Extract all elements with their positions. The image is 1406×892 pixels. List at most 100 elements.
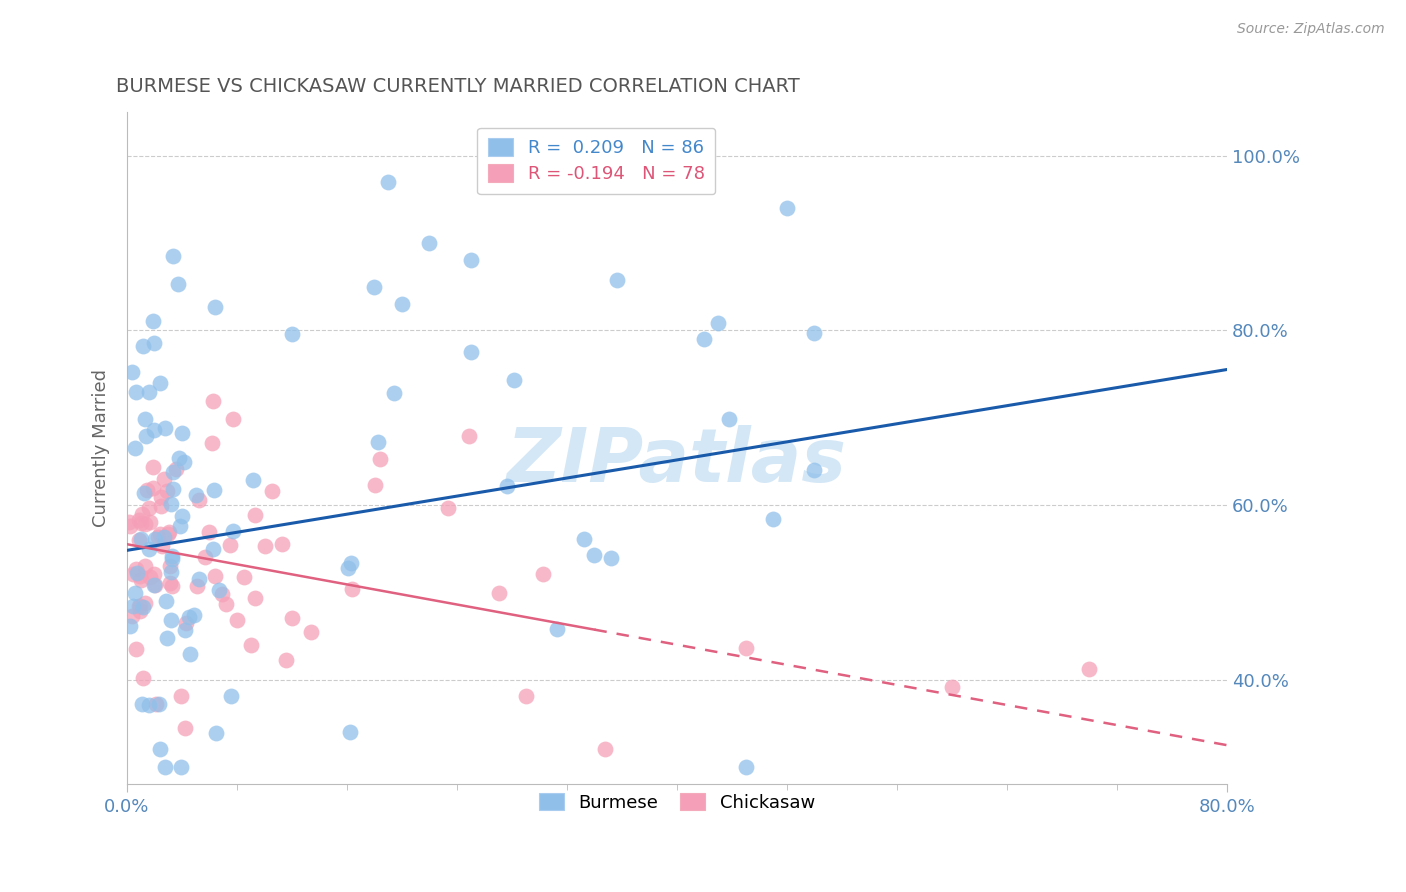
Point <box>367 434 389 449</box>
Point <box>208 582 231 597</box>
Point <box>156 527 179 541</box>
Point <box>132 339 155 353</box>
Point <box>188 492 211 507</box>
Point <box>281 611 304 625</box>
Point <box>149 526 172 541</box>
Point <box>173 624 195 638</box>
Point <box>276 653 298 667</box>
Point <box>124 585 146 599</box>
Point <box>160 613 183 627</box>
Point <box>260 483 283 498</box>
Point <box>145 578 167 592</box>
Point <box>138 516 160 530</box>
Point <box>204 300 226 314</box>
Point <box>803 326 825 340</box>
Point <box>143 532 166 546</box>
Point <box>183 607 205 622</box>
Point <box>600 550 623 565</box>
Point <box>391 297 413 311</box>
Point <box>242 473 264 487</box>
Point <box>546 622 568 636</box>
Point <box>145 697 167 711</box>
Point <box>233 569 256 583</box>
Point <box>129 533 152 547</box>
Point <box>136 483 159 497</box>
Point <box>179 610 201 624</box>
Point <box>121 365 143 379</box>
Point <box>184 488 207 502</box>
Point <box>363 279 385 293</box>
Point <box>124 441 146 455</box>
Point <box>143 423 166 437</box>
Point <box>167 277 190 291</box>
Point <box>156 631 179 645</box>
Point <box>170 508 193 523</box>
Point <box>121 567 143 582</box>
Point <box>142 313 165 327</box>
Point <box>734 641 756 656</box>
Point <box>155 760 177 774</box>
Point <box>179 647 201 661</box>
Point <box>150 490 173 504</box>
Point <box>129 516 152 531</box>
Point <box>201 394 224 409</box>
Point <box>1078 662 1101 676</box>
Point <box>202 542 225 557</box>
Point <box>134 412 156 426</box>
Point <box>488 585 510 599</box>
Point <box>157 524 180 539</box>
Point <box>340 557 363 571</box>
Point <box>160 497 183 511</box>
Point <box>204 568 226 582</box>
Point <box>202 483 225 497</box>
Point <box>606 273 628 287</box>
Point <box>162 249 184 263</box>
Point <box>173 455 195 469</box>
Point <box>803 463 825 477</box>
Point <box>129 599 152 614</box>
Point <box>188 572 211 586</box>
Point <box>121 608 143 623</box>
Point <box>134 596 156 610</box>
Point <box>436 501 458 516</box>
Point <box>127 566 149 581</box>
Point <box>153 471 176 485</box>
Point <box>134 559 156 574</box>
Point <box>222 524 245 538</box>
Point <box>148 697 170 711</box>
Point <box>418 235 440 250</box>
Point <box>138 698 160 712</box>
Point <box>339 725 361 739</box>
Point <box>368 452 391 467</box>
Point <box>239 638 262 652</box>
Point <box>531 567 554 582</box>
Point <box>776 201 799 215</box>
Point <box>162 482 184 496</box>
Point <box>941 680 963 694</box>
Point <box>142 481 165 495</box>
Text: Source: ZipAtlas.com: Source: ZipAtlas.com <box>1237 22 1385 37</box>
Point <box>170 760 193 774</box>
Point <box>201 435 224 450</box>
Point <box>336 561 359 575</box>
Point <box>194 550 217 565</box>
Point <box>150 539 173 553</box>
Point <box>149 499 172 513</box>
Point <box>460 253 482 268</box>
Point <box>281 327 304 342</box>
Point <box>205 726 228 740</box>
Point <box>707 316 730 330</box>
Point <box>219 538 242 552</box>
Point <box>186 579 208 593</box>
Point <box>734 760 756 774</box>
Point <box>134 516 156 531</box>
Point <box>382 385 405 400</box>
Point <box>143 335 166 350</box>
Point <box>515 689 537 703</box>
Point <box>134 486 156 500</box>
Point <box>125 562 148 576</box>
Point <box>160 579 183 593</box>
Point <box>170 690 193 704</box>
Point <box>503 372 526 386</box>
Point <box>131 507 153 521</box>
